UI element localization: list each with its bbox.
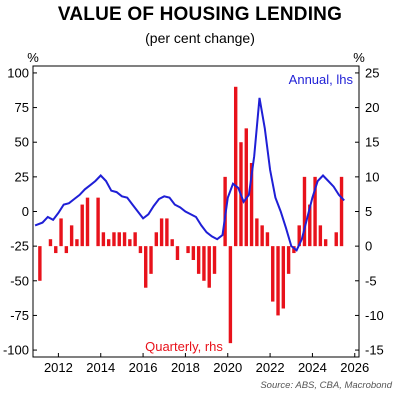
- left-tick-label: -25: [10, 239, 29, 254]
- right-tick-label: -15: [365, 343, 384, 358]
- right-tick-label: -10: [365, 308, 384, 323]
- x-tick-label: 2016: [129, 360, 158, 375]
- left-tick-label: 100: [7, 65, 29, 80]
- quarterly-bar: [281, 246, 286, 309]
- quarterly-bar: [38, 246, 42, 281]
- quarterly-bar: [138, 246, 143, 254]
- left-tick-label: 0: [22, 204, 29, 219]
- quarterly-bar: [249, 163, 254, 247]
- quarterly-bar: [297, 225, 301, 247]
- quarterly-bar: [69, 225, 74, 247]
- quarterly-bar: [233, 86, 238, 247]
- quarterly-bar: [101, 232, 106, 247]
- right-tick-label: 20: [365, 100, 379, 115]
- quarterly-bar: [313, 176, 317, 247]
- quarterly-bar: [196, 246, 201, 274]
- quarterly-bar: [186, 246, 190, 254]
- x-tick-label: 2022: [256, 360, 285, 375]
- quarterly-bar: [207, 246, 211, 288]
- quarterly-bar: [112, 232, 116, 247]
- right-tick-label: 0: [365, 239, 372, 254]
- left-tick-label: -100: [3, 343, 29, 358]
- quarterly-bar: [117, 232, 121, 247]
- quarterly-bar: [159, 218, 164, 247]
- quarterly-bar: [308, 204, 312, 247]
- quarterly-bar: [165, 218, 169, 247]
- quarterly-bar: [48, 239, 53, 247]
- quarterly-bar: [255, 218, 259, 247]
- quarterly-bar: [59, 218, 63, 247]
- chart-subtitle: (per cent change): [145, 30, 255, 46]
- quarterly-bar: [122, 232, 127, 247]
- quarterly-bar: [144, 246, 148, 288]
- annual-series-label: Annual, lhs: [289, 72, 354, 87]
- quarterly-bar: [128, 239, 132, 247]
- quarterly-bar: [334, 232, 338, 247]
- right-axis-unit: %: [353, 50, 365, 65]
- axes: 1007550250-25-50-75-1002520151050-5-10-1…: [3, 65, 384, 375]
- quarterly-bar: [202, 246, 206, 281]
- quarterly-bar: [265, 232, 270, 247]
- quarterly-bar: [212, 246, 217, 274]
- quarterly-bar: [323, 239, 328, 247]
- quarterly-bar: [244, 128, 248, 247]
- quarterly-bar: [170, 239, 174, 247]
- source-note: Source: ABS, CBA, Macrobond: [260, 380, 392, 391]
- quarterly-bar: [96, 197, 100, 247]
- left-tick-label: 75: [15, 100, 29, 115]
- x-tick-label: 2024: [298, 360, 327, 375]
- quarterly-bar: [292, 246, 296, 254]
- right-tick-label: 15: [365, 135, 379, 150]
- x-tick-label: 2018: [171, 360, 200, 375]
- x-tick-label: 2020: [213, 360, 242, 375]
- quarterly-bar: [85, 197, 90, 247]
- x-tick-label: 2014: [86, 360, 115, 375]
- left-tick-label: 25: [15, 169, 29, 184]
- right-tick-label: 10: [365, 169, 379, 184]
- quarterly-bar: [149, 246, 153, 274]
- quarterly-bar: [80, 204, 84, 247]
- quarterly-bar: [154, 232, 159, 247]
- quarterly-bar: [133, 232, 137, 247]
- quarterly-bar: [276, 246, 280, 316]
- quarterly-bar: [271, 246, 275, 302]
- left-axis-unit: %: [27, 50, 39, 65]
- x-tick-label: 2026: [340, 360, 369, 375]
- left-tick-label: 50: [15, 135, 29, 150]
- quarterly-bar: [54, 246, 58, 254]
- quarterly-bar: [339, 176, 344, 247]
- quarterly-bar: [175, 246, 180, 260]
- quarterly-bar: [228, 246, 233, 344]
- x-tick-label: 2012: [44, 360, 73, 375]
- quarterly-bar: [106, 239, 111, 247]
- left-tick-label: -75: [10, 308, 29, 323]
- chart-title: VALUE OF HOUSING LENDING: [57, 4, 343, 25]
- quarterly-bar: [260, 225, 264, 247]
- quarterly-bar: [75, 239, 79, 247]
- quarterly-bar: [286, 246, 291, 274]
- quarterly-bar: [302, 176, 307, 247]
- quarterly-bar: [318, 225, 323, 247]
- right-tick-label: 5: [365, 204, 372, 219]
- right-tick-label: -5: [365, 273, 377, 288]
- left-tick-label: -50: [10, 273, 29, 288]
- quarterly-series-label: Quarterly, rhs: [145, 339, 223, 354]
- annual-line: [34, 97, 345, 252]
- quarterly-bar: [64, 246, 69, 254]
- quarterly-bar: [191, 246, 196, 260]
- right-tick-label: 25: [365, 65, 379, 80]
